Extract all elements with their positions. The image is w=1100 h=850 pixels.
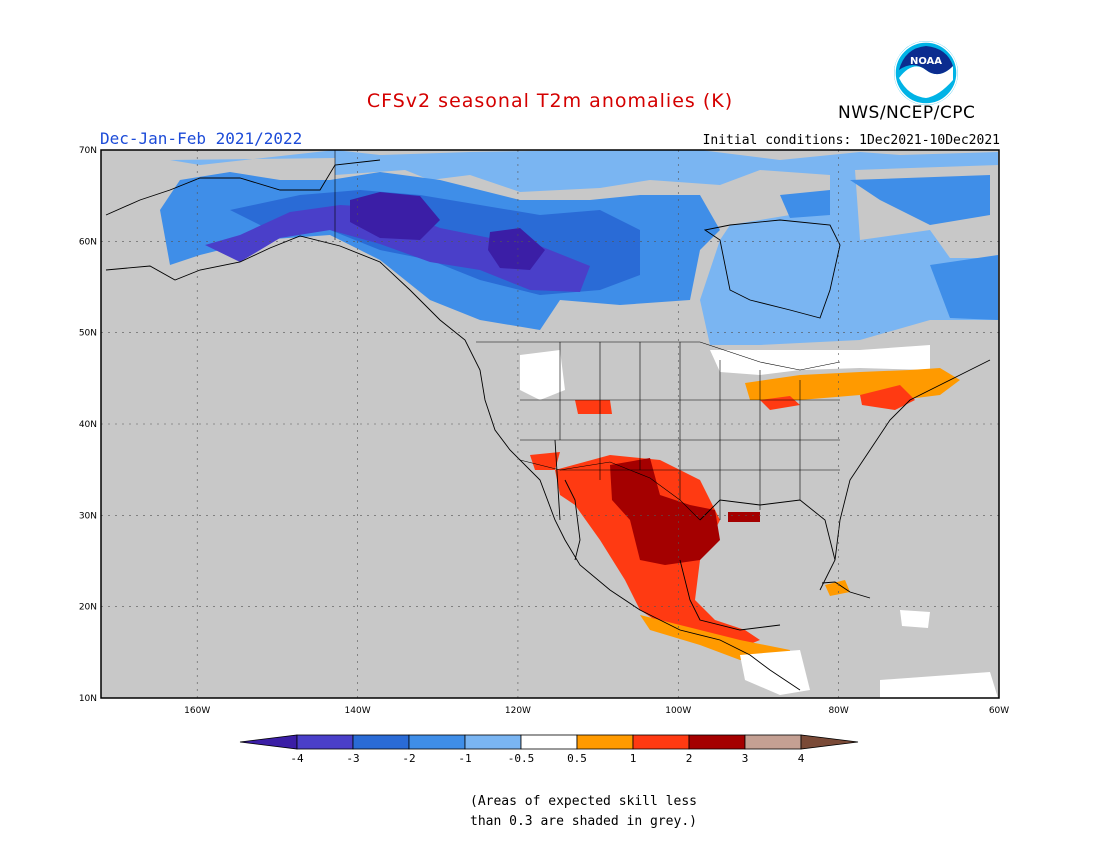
- anomaly-region-near-normal-west: [520, 350, 565, 400]
- lon-label: 140W: [345, 706, 371, 716]
- lat-labels: 70N 60N 50N 40N 30N 20N 10N: [79, 146, 97, 704]
- anomaly-region-near-normal-central-america: [740, 650, 810, 695]
- anomaly-region-warmer-utah: [575, 400, 612, 414]
- lat-label: 70N: [79, 146, 97, 156]
- colorbar-label: -3: [346, 752, 359, 765]
- coast-cuba: [821, 581, 871, 599]
- map-frame: [100, 149, 1000, 699]
- colorbar-label: 1: [630, 752, 637, 765]
- anomaly-region-warmer-southwest: [530, 452, 560, 470]
- anomaly-region-warmer-newengland: [860, 385, 915, 410]
- anomaly-region-near-normal-caribbean: [900, 610, 930, 628]
- lon-label: 160W: [184, 706, 210, 716]
- lat-label: 30N: [79, 511, 97, 521]
- colorbar-box: [688, 734, 746, 750]
- lat-label: 40N: [79, 420, 97, 430]
- coast-atlantic: [834, 359, 991, 561]
- lon-label: 100W: [665, 706, 691, 716]
- lon-label: 120W: [505, 706, 531, 716]
- lon-label: 60W: [989, 706, 1009, 716]
- coastline-layer: [105, 150, 991, 691]
- colorbar-box: [520, 734, 578, 750]
- anomaly-region-weak-cold: [170, 150, 998, 345]
- anomaly-region-near-normal-south-america: [880, 672, 998, 698]
- state-borders-horizontal: [520, 399, 840, 471]
- colorbar-label: -0.5: [508, 752, 535, 765]
- coast-alaska-north: [105, 159, 381, 216]
- lat-label: 10N: [79, 694, 97, 704]
- colorbar-label: 0.5: [567, 752, 587, 765]
- colorbar-label: -4: [290, 752, 304, 765]
- colorbar-label: 2: [686, 752, 693, 765]
- chart-title: CFSv2 seasonal T2m anomalies (K): [366, 90, 734, 112]
- lat-label: 60N: [79, 237, 97, 247]
- anomaly-region-near-normal-north: [710, 345, 930, 375]
- colorbar-label: 3: [742, 752, 749, 765]
- colorbar-label: 4: [798, 752, 805, 765]
- colorbar-box: [464, 734, 522, 750]
- colorbar-box: [576, 734, 634, 750]
- lon-label: 80W: [828, 706, 848, 716]
- lat-label: 20N: [79, 603, 97, 613]
- coast-hudson-bay: [703, 219, 841, 319]
- anomaly-region-warmest-gulf: [728, 512, 760, 522]
- colorbar-end-low: [239, 734, 298, 750]
- coast-pacific: [105, 235, 801, 691]
- colorbar-label: -1: [458, 752, 471, 765]
- forecast-period: Dec-Jan-Feb 2021/2022: [100, 129, 303, 148]
- lat-label: 50N: [79, 329, 97, 339]
- colorbar: -4 -3 -2 -1 -0.5 0.5 1 2 3 4: [239, 734, 859, 765]
- anomaly-layer: [160, 150, 998, 698]
- colorbar-box: [744, 734, 802, 750]
- skill-footnote: (Areas of expected skill less than 0.3 a…: [470, 792, 730, 832]
- logo-text: NOAA: [910, 56, 942, 67]
- noaa-logo-icon: NOAA: [894, 41, 958, 105]
- anomaly-region-warmest-texas: [610, 458, 720, 565]
- anomaly-region-strongest-cold-2: [488, 228, 545, 270]
- footnote-line-1: (Areas of expected skill less: [470, 794, 697, 809]
- coast-gulf-california: [554, 439, 561, 521]
- agency-label: NWS/NCEP/CPC: [838, 103, 976, 123]
- colorbar-end-high: [800, 734, 859, 750]
- colorbar-box: [408, 734, 466, 750]
- colorbar-box: [352, 734, 410, 750]
- border-us-canada: [476, 341, 841, 371]
- colorbar-box: [632, 734, 690, 750]
- grid-lines: [101, 150, 999, 698]
- footnote-line-2: than 0.3 are shaded in grey.): [470, 814, 697, 829]
- anomaly-region-warm-cuba: [825, 580, 850, 596]
- anomaly-region-strongest-cold: [350, 192, 440, 240]
- coast-baja: [564, 479, 581, 561]
- anomaly-region-maritime-cold: [930, 255, 998, 320]
- anomaly-region-stronger-cold: [205, 205, 590, 292]
- colorbar-box: [296, 734, 354, 750]
- coast-yucatan: [679, 559, 781, 631]
- anomaly-region-warm-mexico-south: [640, 615, 790, 660]
- initial-conditions: Initial conditions: 1Dec2021-10Dec2021: [702, 133, 1000, 148]
- anomaly-region-arctic-cold: [850, 175, 990, 225]
- colorbar-label: -2: [402, 752, 415, 765]
- anomaly-region-warmer-lakes: [760, 396, 800, 410]
- anomaly-region-labrador-cold: [780, 190, 830, 218]
- lon-labels: 160W 140W 120W 100W 80W 60W: [184, 706, 1009, 716]
